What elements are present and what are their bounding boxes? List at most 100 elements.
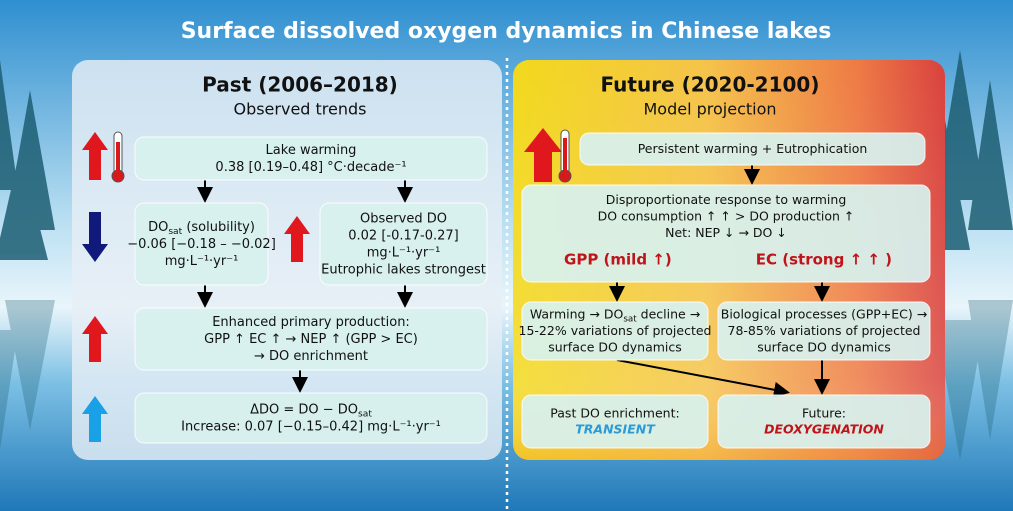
arrow — [616, 359, 790, 398]
up-arrow-red — [82, 316, 108, 362]
text-segment: 15-22% variations of projected — [519, 323, 712, 338]
box-line: DO consumption ↑ ↑ > DO production ↑ — [598, 208, 855, 223]
box-line: surface DO dynamics — [548, 339, 682, 354]
text-box: Biological processes (GPP+EC) → 78-85% va… — [717, 301, 931, 361]
text-segment: decline → — [637, 306, 700, 321]
text-segment: ΔDO = DO − DO — [250, 402, 358, 417]
text-segment: DO consumption ↑ ↑ > DO production ↑ — [598, 208, 855, 223]
text-box: Lake warming 0.38 [0.19–0.48] °C·decade⁻¹ — [134, 136, 488, 181]
box-line: Persistent warming + Eutrophication — [638, 141, 868, 156]
text-segment: Enhanced primary production: — [212, 315, 410, 330]
text-segment: surface DO dynamics — [548, 339, 682, 354]
text-box: Observed DO 0.02 [-0.17-0.27] mg·L⁻¹·yr⁻¹ E… — [319, 202, 488, 286]
box-line: Warming → DOsat decline → — [530, 306, 700, 324]
box-line: Eutrophic lakes strongest — [321, 262, 486, 277]
box-line: Increase: 0.07 [−0.15–0.42] mg·L⁻¹·yr⁻¹ — [181, 419, 441, 434]
text-segment: Lake warming — [266, 143, 357, 158]
box-line: 0.02 [-0.17-0.27] — [348, 228, 459, 243]
text-segment: Disproportionate response to warming — [606, 192, 847, 207]
box — [134, 307, 488, 371]
text-box: Enhanced primary production: GPP ↑ EC ↑ →… — [134, 307, 488, 371]
text-segment: GPP ↑ EC ↑ → NEP ↑ (GPP > EC) — [204, 332, 418, 347]
text-segment: Eutrophic lakes strongest — [321, 262, 486, 277]
box — [319, 202, 488, 286]
text-box: Past DO enrichment:TRANSIENT — [521, 394, 709, 449]
box — [521, 301, 709, 361]
box-line: 78-85% variations of projected — [728, 323, 921, 338]
text-segment: Observed DO — [360, 211, 447, 226]
down-arrow-blue — [82, 212, 108, 262]
subscript: sat — [168, 227, 182, 237]
box — [521, 184, 931, 283]
emphasis: TRANSIENT — [575, 421, 656, 436]
text-segment: Warming → DO — [530, 306, 624, 321]
text-segment: Net: NEP ↓ → DO ↓ — [665, 225, 787, 240]
text-segment: 0.02 [-0.17-0.27] — [348, 228, 459, 243]
box-line: Observed DO — [360, 211, 447, 226]
text-box: Warming → DOsat decline →15-22% variatio… — [519, 301, 712, 361]
text-segment: Biological processes (GPP+EC) → — [721, 306, 927, 321]
box-line: DOsat (solubility) — [148, 220, 255, 237]
text-segment: 0.38 [0.19–0.48] °C·decade⁻¹ — [215, 160, 406, 175]
box-line: 0.38 [0.19–0.48] °C·decade⁻¹ — [215, 160, 406, 175]
box — [717, 394, 931, 449]
text-segment: Past DO enrichment: — [550, 405, 679, 420]
box — [521, 394, 709, 449]
box-line: Past DO enrichment: — [550, 405, 679, 420]
thermometer — [111, 131, 125, 183]
future-subheading: Model projection — [643, 100, 776, 119]
text-segment: 78-85% variations of projected — [728, 323, 921, 338]
box-line: ΔDO = DO − DOsat — [250, 402, 372, 419]
box-line: Net: NEP ↓ → DO ↓ — [665, 225, 787, 240]
title: Surface dissolved oxygen dynamics in Chi… — [181, 19, 832, 44]
box-line: Biological processes (GPP+EC) → — [721, 306, 927, 321]
past-heading: Past (2006–2018) — [202, 73, 398, 97]
box-line: mg·L⁻¹·yr⁻¹ — [367, 245, 441, 260]
text-segment: DO — [148, 220, 168, 235]
connectors — [197, 165, 830, 398]
up-arrow-red — [82, 132, 108, 180]
text-segment: −0.06 [−0.18 – −0.02] — [127, 237, 276, 252]
text-segment: → DO enrichment — [254, 349, 368, 364]
up-arrow-red-large — [524, 128, 562, 182]
subscript: sat — [358, 409, 372, 419]
text-box: DOsat (solubility)−0.06 [−0.18 – −0.02]m… — [127, 202, 276, 286]
box-line: 15-22% variations of projected — [519, 323, 712, 338]
box — [134, 136, 488, 181]
emphasis: DEOXYGENATION — [764, 421, 884, 436]
past-subheading: Observed trends — [233, 100, 366, 119]
text-segment: (solubility) — [182, 220, 255, 235]
text-segment: surface DO dynamics — [757, 339, 891, 354]
text-segment: Future: — [802, 405, 846, 420]
highlight: GPP (mild ↑) — [564, 251, 672, 269]
future-heading: Future (2020-2100) — [600, 73, 819, 97]
box — [717, 301, 931, 361]
highlight: EC (strong ↑ ↑ ) — [756, 251, 892, 269]
box-line: Future: — [802, 405, 846, 420]
text-box: Persistent warming + Eutrophication — [579, 132, 926, 166]
box — [134, 202, 269, 286]
box-line: mg·L⁻¹·yr⁻¹ — [165, 254, 239, 269]
subscript: sat — [623, 314, 637, 324]
up-arrow-red — [284, 216, 310, 262]
box — [134, 392, 488, 444]
box-line: GPP ↑ EC ↑ → NEP ↑ (GPP > EC) — [204, 332, 418, 347]
box — [579, 132, 926, 166]
text-box: Future:DEOXYGENATION — [717, 394, 931, 449]
thermometer — [558, 129, 572, 183]
text-segment: Persistent warming + Eutrophication — [638, 141, 868, 156]
box-line: surface DO dynamics — [757, 339, 891, 354]
box-line: Lake warming — [266, 143, 357, 158]
box-line: −0.06 [−0.18 – −0.02] — [127, 237, 276, 252]
text-segment: mg·L⁻¹·yr⁻¹ — [165, 254, 239, 269]
box-line: → DO enrichment — [254, 349, 368, 364]
box-line: Disproportionate response to warming — [606, 192, 847, 207]
text-segment: mg·L⁻¹·yr⁻¹ — [367, 245, 441, 260]
up-arrow-light-blue — [82, 396, 108, 442]
box-line: Enhanced primary production: — [212, 315, 410, 330]
icons — [82, 128, 572, 442]
text-segment: Increase: 0.07 [−0.15–0.42] mg·L⁻¹·yr⁻¹ — [181, 419, 441, 434]
